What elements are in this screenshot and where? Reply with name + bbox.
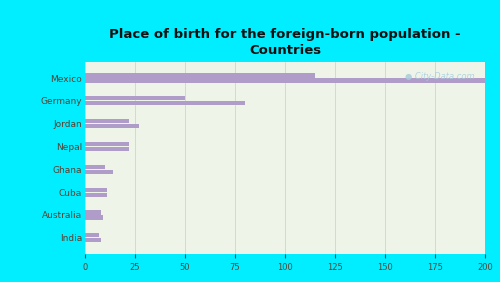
Bar <box>85 210 101 215</box>
Bar <box>85 147 129 151</box>
Bar <box>85 119 129 123</box>
Bar <box>85 215 103 219</box>
Bar <box>85 74 315 78</box>
Bar <box>85 193 107 197</box>
Text: ● City-Data.com: ● City-Data.com <box>405 72 474 81</box>
Bar <box>85 124 139 128</box>
Title: Place of birth for the foreign-born population -
Countries: Place of birth for the foreign-born popu… <box>109 28 461 57</box>
Bar <box>85 233 99 237</box>
Bar <box>85 142 129 146</box>
Bar <box>85 96 185 100</box>
Bar <box>85 238 101 242</box>
Bar <box>85 165 105 169</box>
Bar <box>85 170 113 174</box>
Bar <box>85 101 245 105</box>
Bar <box>85 188 107 192</box>
Bar <box>85 78 485 83</box>
